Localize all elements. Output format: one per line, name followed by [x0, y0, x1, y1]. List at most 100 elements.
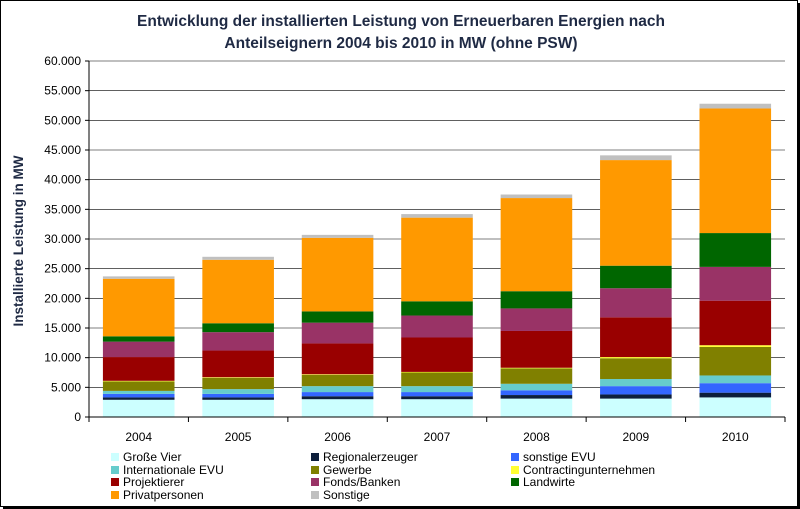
bar-segment [600, 357, 672, 359]
legend-swatch [111, 453, 119, 462]
bar-segment [102, 276, 175, 279]
bar-segment [102, 393, 175, 398]
bar-segment [699, 108, 772, 234]
y-axis-label: Installierte Leistung in MW [11, 155, 26, 326]
legend-swatch [511, 465, 519, 474]
bar-segment [301, 374, 374, 387]
bar-segment [202, 389, 274, 394]
x-tick-label: 2010 [722, 430, 749, 444]
x-tick-label: 2004 [125, 430, 152, 444]
legend-swatch [111, 478, 119, 487]
bar-segment [301, 396, 374, 400]
legend-label: Projektierer [123, 475, 185, 489]
legend-swatch [311, 490, 319, 499]
bar-segment [600, 317, 672, 358]
legend-swatch [511, 453, 519, 462]
y-tick-label: 0 [74, 410, 81, 424]
legend-item: Contractingunternehmen [511, 463, 711, 477]
y-tick-label: 50.000 [44, 113, 81, 127]
bar-segment [401, 392, 473, 397]
axes: 0 5.000 10.000 15.000 20.000 25.000 30.000 35.0… [44, 54, 786, 444]
bar-segment [699, 346, 772, 376]
legend-item: Gewerbe [311, 462, 511, 477]
y-tick-label: 20.000 [44, 291, 81, 305]
x-tick-label: 2006 [324, 430, 351, 444]
bar-segment [202, 350, 274, 378]
legend-item: Regionalerzeuger [311, 451, 511, 464]
bar-segment [500, 383, 573, 391]
y-tick-label: 60.000 [44, 54, 81, 68]
y-tick-label: 35.000 [44, 202, 81, 216]
legend-item: Internationale EVU [111, 462, 311, 477]
legend-item: Landwirte [511, 476, 711, 489]
bar-segment [600, 265, 672, 289]
bar-segment [401, 399, 473, 417]
legend-label: Große Vier [123, 450, 182, 464]
legend-item: Fonds/Banken [311, 476, 511, 489]
chart-title-line-2: Anteilseignern 2004 bis 2010 in MW (ohne… [224, 35, 578, 52]
legend-label: Internationale EVU [123, 462, 224, 477]
bar-segment [102, 381, 175, 391]
bar-segment [699, 375, 772, 384]
legend-swatch [311, 465, 319, 474]
bar-segment [699, 397, 772, 417]
bar-segment [401, 372, 473, 387]
bar-segment [600, 288, 672, 318]
bar-segment [699, 266, 772, 301]
bar-segment [600, 379, 672, 387]
y-tick-label: 30.000 [44, 232, 81, 246]
legend-label: sonstige EVU [523, 450, 596, 464]
x-tick-label: 2005 [225, 430, 252, 444]
bar-segment [202, 332, 274, 351]
bar-segment [102, 336, 175, 342]
bar-segment [500, 368, 573, 384]
bar-segment [301, 234, 374, 238]
bar-segment [600, 160, 672, 266]
bar-segment [500, 390, 573, 396]
bar-segment [500, 198, 573, 292]
legend-swatch [311, 478, 319, 487]
y-tick-label: 40.000 [44, 173, 81, 187]
legend-swatch [111, 465, 119, 474]
legend-item: Sonstige [311, 487, 511, 502]
bar-segment [202, 397, 274, 400]
y-tick-label: 45.000 [44, 143, 81, 157]
bars [102, 103, 772, 417]
bar-segment [102, 399, 175, 417]
bar-segment [401, 396, 473, 400]
bar-segment [401, 217, 473, 302]
bar-segment [102, 357, 175, 381]
y-tick-label: 55.000 [44, 84, 81, 98]
bar-segment [401, 214, 473, 218]
bar-segment [202, 323, 274, 333]
legend: Große Vier Regionalerzeuger sonstige EVU In… [111, 451, 711, 501]
bar-segment [500, 308, 573, 331]
bar-segment [301, 237, 374, 312]
bar-segment [500, 398, 573, 417]
legend-item: sonstige EVU [511, 451, 711, 464]
legend-label: Sonstige [323, 487, 370, 502]
legend-swatch [111, 490, 119, 499]
bar-segment [102, 390, 175, 394]
bar-segment [500, 194, 573, 199]
y-tick-label: 10.000 [44, 351, 81, 365]
bar-segment [102, 278, 175, 337]
chart-title-line-1: Entwicklung der installierten Leistung v… [137, 13, 665, 30]
bar-segment [102, 397, 175, 400]
legend-item: Große Vier [111, 451, 311, 464]
bar-segment [102, 380, 175, 382]
bar-segment [500, 330, 573, 368]
bar-segment [401, 337, 473, 372]
bar-segment [500, 395, 573, 399]
bar-segment [699, 392, 772, 398]
bar-segment [500, 291, 573, 309]
bar-segment [301, 392, 374, 397]
legend-label: Gewerbe [323, 462, 372, 477]
chart-title: Entwicklung der installierten Leistung v… [41, 11, 761, 55]
legend-label: Privatpersonen [123, 487, 204, 502]
bar-segment [600, 394, 672, 399]
bar-segment [202, 399, 274, 417]
y-tick-label: 15.000 [44, 321, 81, 335]
legend-item: Projektierer [111, 476, 311, 489]
